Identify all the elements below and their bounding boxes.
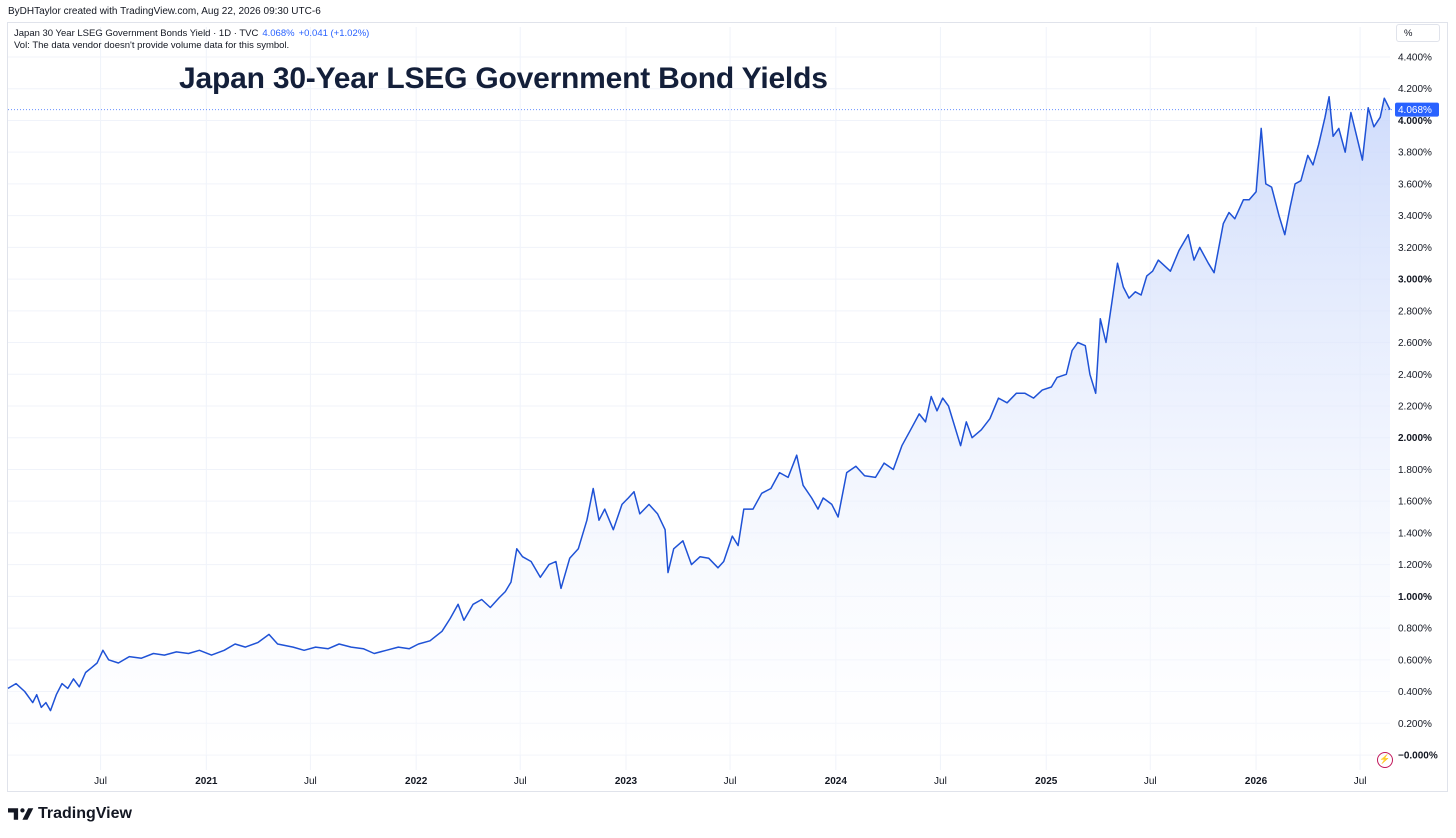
y-tick-label: 0.600% [1398,655,1432,666]
x-tick-label: 2024 [825,776,848,787]
y-tick-label: 2.000% [1398,433,1432,444]
y-tick-label: 2.200% [1398,402,1432,413]
last-price-badge [1395,102,1439,117]
x-tick-label: 2025 [1035,776,1058,787]
x-tick-label: 2022 [405,776,428,787]
y-tick-label: 3.800% [1398,148,1432,159]
legend-change: +0.041 (+1.02%) [298,28,370,39]
unit-selector[interactable]: % [1396,24,1440,42]
y-tick-label: 3.400% [1398,211,1432,222]
y-tick-label: 4.000% [1398,116,1432,127]
y-tick-label: 2.800% [1398,306,1432,317]
y-tick-label: 2.600% [1398,338,1432,349]
y-tick-label: 4.200% [1398,84,1432,95]
series-area-fill [8,96,1390,755]
x-tick-label: Jul [1354,776,1367,787]
volume-note: Vol: The data vendor doesn't provide vol… [14,40,290,51]
x-tick-label: Jul [94,776,107,787]
y-tick-label: 0.400% [1398,687,1432,698]
brand-name: TradingView [38,805,132,822]
x-tick-label: Jul [934,776,947,787]
x-tick-label: Jul [514,776,527,787]
tradingview-logo-icon [8,808,34,820]
y-tick-label: 1.000% [1398,592,1432,603]
x-tick-label: Jul [1144,776,1157,787]
last-price-label: 4.068% [1398,105,1432,116]
y-tick-label: 0.200% [1398,719,1432,730]
x-tick-label: 2023 [615,776,638,787]
y-tick-label: 1.600% [1398,497,1432,508]
y-tick-label: 3.000% [1398,275,1432,286]
y-tick-label: 3.200% [1398,243,1432,254]
tradingview-logo: TradingView [8,805,132,823]
unit-label: % [1404,28,1413,39]
y-tick-label: 4.400% [1398,53,1432,64]
y-tick-label: 1.200% [1398,560,1432,571]
symbol-name: Japan 30 Year LSEG Government Bonds Yiel… [14,28,259,39]
legend-value: 4.068% [262,28,295,39]
y-tick-label: 1.800% [1398,465,1432,476]
y-tick-label: −0.000% [1398,751,1438,762]
y-tick-label: 1.400% [1398,528,1432,539]
chart-frame [7,22,1448,792]
y-tick-label: 3.600% [1398,179,1432,190]
chart-title: Japan 30-Year LSEG Government Bond Yield… [179,62,828,95]
y-tick-label: 0.800% [1398,624,1432,635]
x-tick-label: Jul [304,776,317,787]
attribution-text: ByDHTaylor created with TradingView.com,… [8,6,321,17]
x-tick-label: 2021 [195,776,218,787]
symbol-legend[interactable]: Japan 30 Year LSEG Government Bonds Yiel… [14,27,369,40]
y-tick-label: 2.400% [1398,370,1432,381]
lightning-icon[interactable]: ⚡ [1377,752,1393,768]
series-line [7,95,1391,712]
x-tick-label: Jul [724,776,737,787]
x-tick-label: 2026 [1245,776,1268,787]
